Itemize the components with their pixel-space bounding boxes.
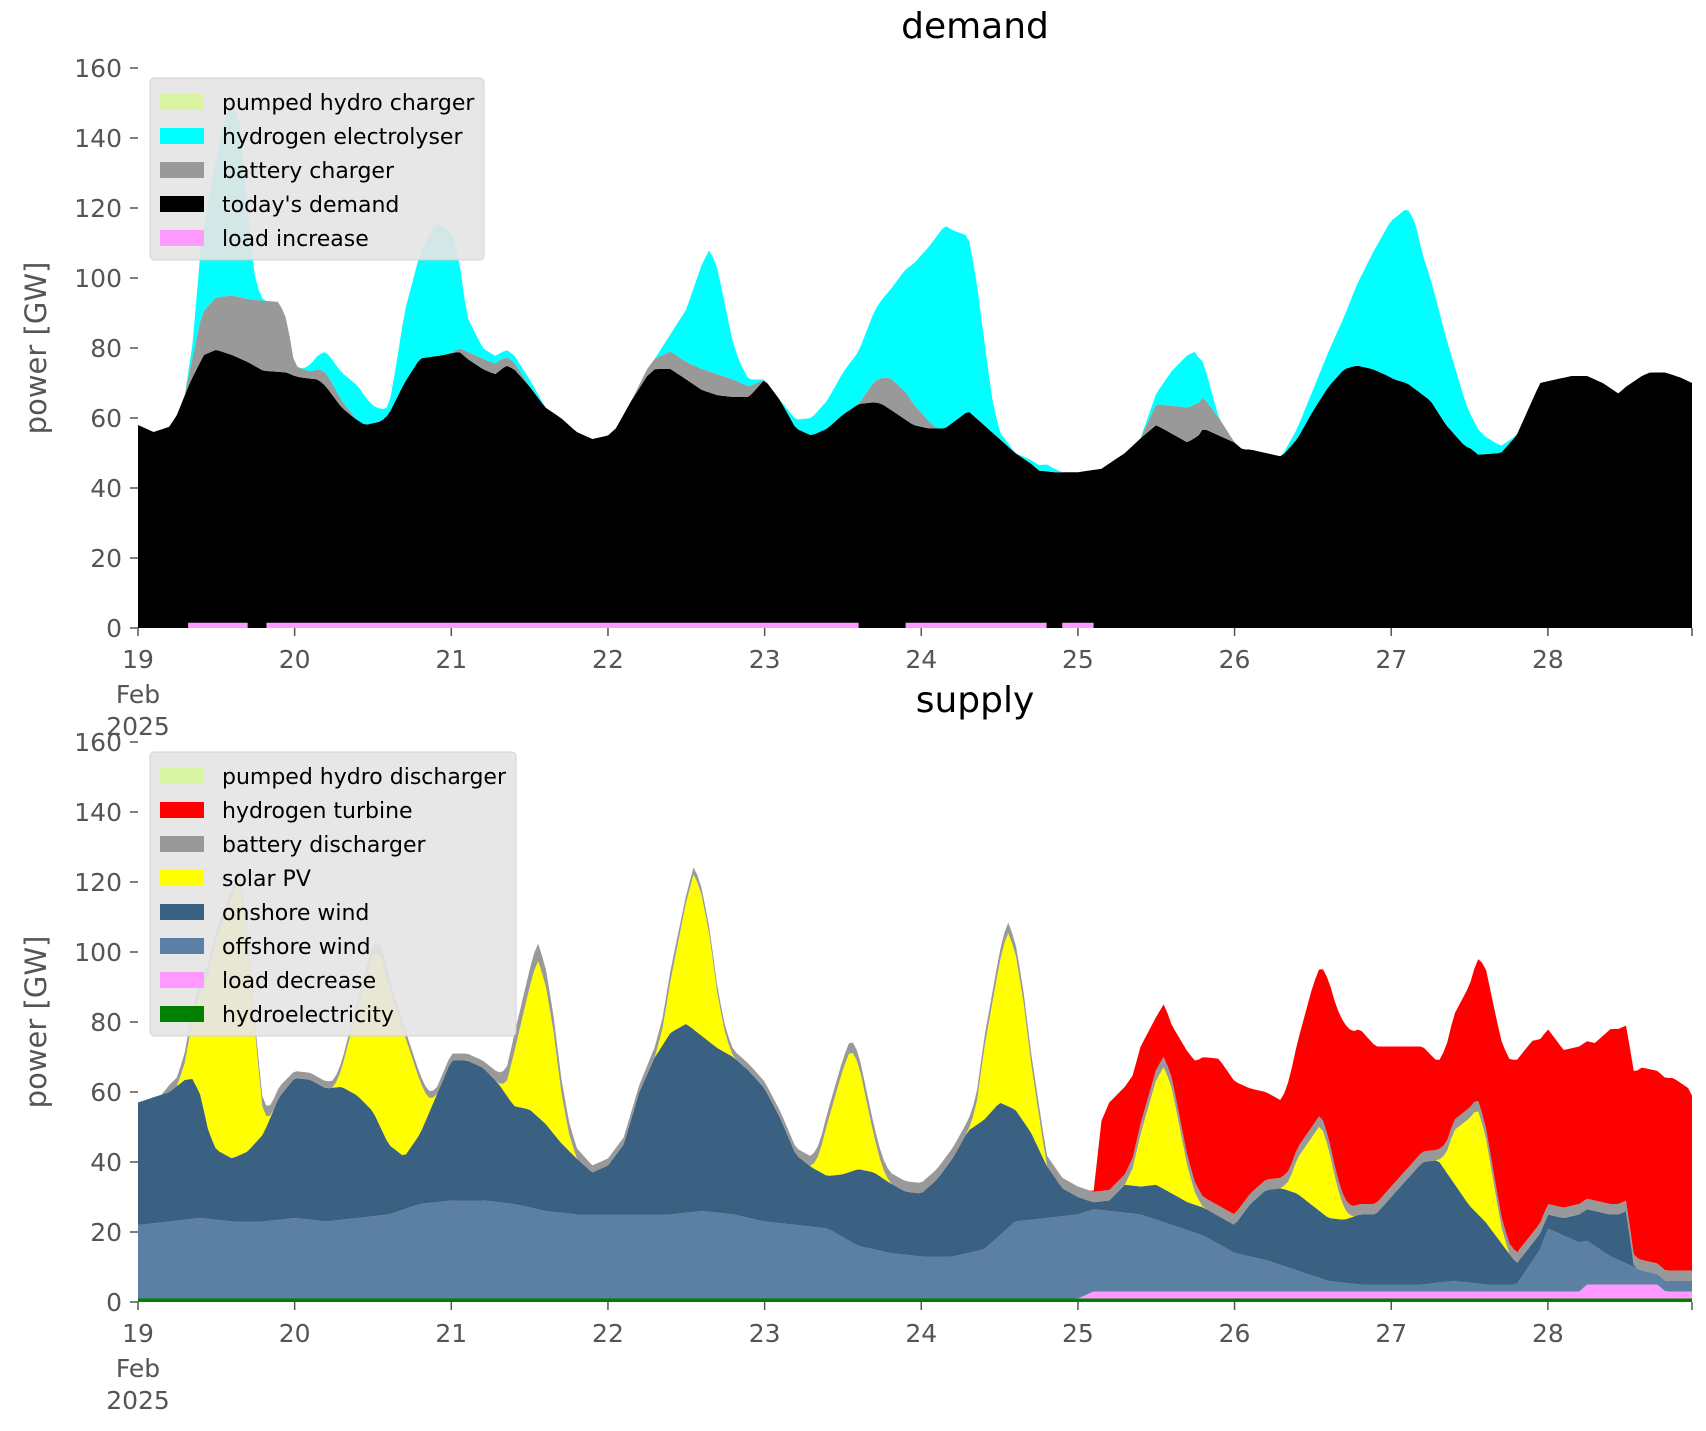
area-solar-pv [138,874,1692,1281]
x-tick-label: 22 [592,1319,624,1348]
x-tick-label: 21 [435,645,467,674]
y-tick-label: 60 [90,404,122,433]
area-offshore-wind [138,1200,1692,1299]
legend-label-hydrogen-electrolyser: hydrogen electrolyser [222,125,463,150]
area-today-s-demand [138,350,1692,628]
legend-label-load-decrease: load decrease [222,969,376,994]
legend-swatch-load-increase [160,230,204,246]
legend-swatch-hydrogen-turbine [160,802,204,818]
y-axis-label: power [GW] [19,262,53,435]
y-tick-label: 160 [74,728,122,757]
legend-label-battery-charger: battery charger [222,159,395,184]
y-tick-label: 20 [90,1218,122,1247]
x-tick-sublabel: 2025 [106,1386,170,1415]
y-axis-label: power [GW] [19,936,53,1109]
x-tick-label: 19 [122,645,154,674]
load-increase-segment [266,622,859,628]
y-tick-label: 120 [74,194,122,223]
legend-swatch-battery-discharger [160,836,204,852]
y-tick-label: 20 [90,544,122,573]
area-onshore-wind [138,1024,1692,1285]
x-tick-label: 22 [592,645,624,674]
x-axis: 19 20 21 22 23 24 25 26 27 28 Feb 2025 [106,628,1693,741]
legend-label-pumped-hydro-discharger: pumped hydro discharger [222,765,507,790]
legend: pumped hydro charger hydrogen electrolyse… [149,77,485,261]
legend-swatch-offshore-wind [160,938,204,954]
series-group [138,104,1692,628]
legend-label-load-increase: load increase [222,227,369,252]
x-tick-label: 20 [279,645,311,674]
legend: pumped hydro discharger hydrogen turbine b… [149,751,517,1037]
legend-label-battery-discharger: battery discharger [222,833,427,858]
legend-label-onshore-wind: onshore wind [222,901,369,926]
legend-swatch-today-s-demand [160,196,204,212]
x-tick-label: 27 [1375,645,1407,674]
legend-label-pumped-hydro-charger: pumped hydro charger [222,91,475,116]
x-tick-label: 28 [1532,645,1564,674]
y-tick-label: 0 [106,1288,122,1317]
x-tick-label: 25 [1062,645,1094,674]
x-tick-label: 23 [749,645,781,674]
x-tick-label: 26 [1219,1319,1251,1348]
legend-swatch-onshore-wind [160,904,204,920]
x-tick-label: 24 [905,1319,937,1348]
x-tick-label: 28 [1532,1319,1564,1348]
x-tick-label: 25 [1062,1319,1094,1348]
y-tick-label: 40 [90,1148,122,1177]
y-axis: 0 20 40 60 80 100 120 140 160 power [GW] [19,54,138,643]
y-axis: 0 20 40 60 80 100 120 140 160 power [GW] [19,728,138,1317]
x-tick-label: 20 [279,1319,311,1348]
legend-swatch-hydroelectricity [160,1006,204,1022]
x-tick-label: 26 [1219,645,1251,674]
x-tick-label: 27 [1375,1319,1407,1348]
chart-title: supply [916,680,1035,721]
x-tick-label: 24 [905,645,937,674]
x-tick-sublabel: Feb [116,680,160,709]
y-tick-label: 60 [90,1078,122,1107]
x-axis: 19 20 21 22 23 24 25 26 27 28 Feb 2025 [106,1302,1693,1415]
x-tick-label: 21 [435,1319,467,1348]
area-hydroelectricity [138,1298,1692,1302]
load-increase-segment [905,622,1047,628]
legend-label-today-s-demand: today's demand [222,193,399,218]
load-increase-segment [1062,622,1094,628]
y-tick-label: 40 [90,474,122,503]
legend-swatch-load-decrease [160,972,204,988]
x-tick-sublabel: 2025 [106,712,170,741]
legend-swatch-hydrogen-electrolyser [160,128,204,144]
series-group [138,867,1692,1302]
legend-label-solar-pv: solar PV [222,867,311,892]
area-hydrogen-turbine [138,867,1692,1271]
y-tick-label: 0 [106,614,122,643]
y-tick-label: 160 [74,54,122,83]
legend-label-hydroelectricity: hydroelectricity [222,1003,394,1028]
chart-title: demand [901,6,1049,47]
y-tick-label: 140 [74,124,122,153]
y-tick-label: 100 [74,264,122,293]
x-tick-sublabel: Feb [116,1354,160,1383]
area-load-decrease [138,1284,1692,1299]
y-tick-label: 80 [90,1008,122,1037]
legend-swatch-battery-charger [160,162,204,178]
y-tick-label: 140 [74,798,122,827]
y-tick-label: 80 [90,334,122,363]
y-tick-label: 120 [74,868,122,897]
legend-box [149,751,517,1037]
y-tick-label: 100 [74,938,122,967]
x-tick-label: 23 [749,1319,781,1348]
x-tick-label: 19 [122,1319,154,1348]
demand-panel: demand 0 20 40 60 80 100 120 140 160 power [GW] 19 2… [19,6,1693,741]
legend-label-offshore-wind: offshore wind [222,935,371,960]
legend-box [149,77,485,261]
supply-panel: supply 0 20 40 60 80 100 120 140 160 power [GW] 19 2… [19,680,1693,1415]
legend-label-hydrogen-turbine: hydrogen turbine [222,799,413,824]
legend-swatch-solar-pv [160,870,204,886]
legend-swatch-pumped-hydro-discharger [160,768,204,784]
legend-swatch-pumped-hydro-charger [160,94,204,110]
load-increase-segment [188,622,248,628]
area-hydrogen-electrolyser [138,104,1692,473]
